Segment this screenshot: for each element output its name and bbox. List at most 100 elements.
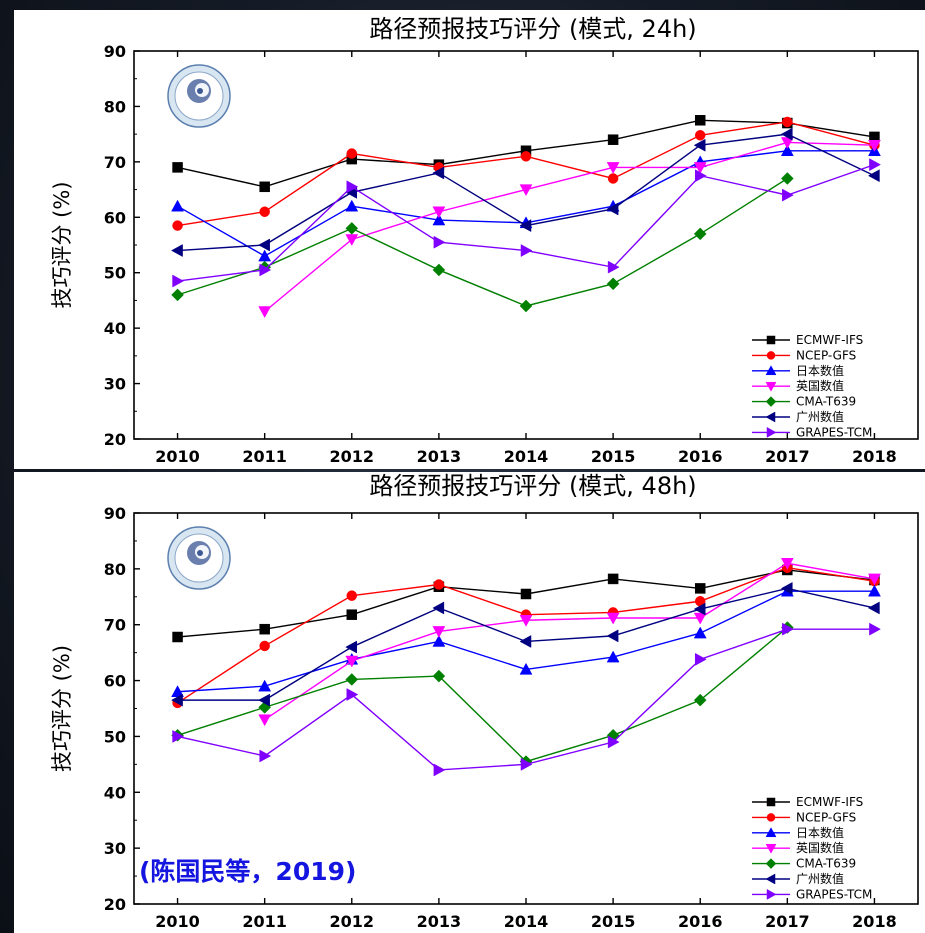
data-point xyxy=(867,169,880,183)
legend-marker xyxy=(766,351,776,360)
data-point xyxy=(432,166,445,180)
data-point xyxy=(258,238,270,252)
data-point xyxy=(869,158,881,172)
x-tick-label: 2010 xyxy=(155,912,200,931)
data-point xyxy=(171,693,183,707)
x-tick-label: 2017 xyxy=(765,912,810,931)
data-point xyxy=(782,116,793,128)
y-tick-label: 70 xyxy=(104,616,126,635)
legend-entry: NCEP-GFS xyxy=(796,810,856,824)
series-英国数值 xyxy=(258,558,881,727)
data-point xyxy=(693,138,706,152)
legend-entry: 英国数值 xyxy=(796,378,844,393)
legend-marker xyxy=(765,411,776,423)
x-tick-label: 2018 xyxy=(852,912,897,931)
sti-logo xyxy=(167,526,231,590)
data-point xyxy=(519,635,532,648)
legend-entry: ECMWF-IFS xyxy=(796,795,863,809)
data-point xyxy=(607,573,619,585)
data-point xyxy=(171,199,184,212)
data-point xyxy=(607,735,620,749)
data-point xyxy=(258,693,270,707)
data-point xyxy=(171,244,183,257)
data-point xyxy=(346,180,359,194)
data-point xyxy=(433,235,446,249)
series-line xyxy=(264,562,875,721)
sti-logo xyxy=(167,64,231,128)
legend-marker xyxy=(766,335,776,345)
data-point xyxy=(345,673,359,686)
data-point xyxy=(432,213,446,226)
data-point xyxy=(519,614,533,627)
y-tick-label: 20 xyxy=(104,895,126,914)
legend-marker xyxy=(765,396,777,407)
data-point xyxy=(258,306,272,319)
legend-entry: CMA-T639 xyxy=(796,395,856,409)
series-line xyxy=(177,121,875,227)
legend-marker xyxy=(765,858,777,869)
y-tick-label: 80 xyxy=(104,560,126,579)
x-tick-label: 2017 xyxy=(765,447,810,466)
series-line xyxy=(177,628,875,771)
data-point xyxy=(346,688,359,701)
legend-marker xyxy=(766,426,777,438)
data-point xyxy=(693,227,707,241)
data-point xyxy=(869,622,881,636)
data-point xyxy=(258,249,272,262)
series-GRAPES-TCM xyxy=(172,622,881,777)
x-tick-label: 2014 xyxy=(504,912,549,931)
data-point xyxy=(432,626,446,638)
y-axis-title: 技巧评分 (%) xyxy=(50,645,74,772)
series-GRAPES-TCM xyxy=(172,158,881,288)
data-point xyxy=(780,581,793,595)
data-point xyxy=(258,679,272,692)
y-tick-label: 40 xyxy=(104,319,126,338)
data-point xyxy=(520,757,533,771)
logo-swirl-eye xyxy=(197,550,203,556)
data-point xyxy=(259,181,270,193)
chart-panel-24h: 路径预报技巧评分 (模式, 24h) 20 30 40 50 60 70 80 90 2010 20… xyxy=(14,10,925,469)
data-point xyxy=(172,220,183,231)
data-point xyxy=(432,634,446,647)
data-point xyxy=(433,579,445,590)
data-point xyxy=(519,299,533,313)
legend-entry: GRAPES-TCM xyxy=(796,887,872,901)
legend-marker xyxy=(766,797,776,807)
y-tick-label: 50 xyxy=(104,264,126,283)
data-point xyxy=(867,601,880,615)
data-point xyxy=(606,162,620,174)
chart-48h: 路径预报技巧评分 (模式, 48h) 20 30 40 50 60 70 80 90 2010 20… xyxy=(50,472,919,931)
legend-entry: ECMWF-IFS xyxy=(796,333,863,347)
data-point xyxy=(259,206,270,217)
x-tick-label: 2011 xyxy=(242,447,287,466)
data-point xyxy=(868,573,881,586)
data-point xyxy=(519,662,533,675)
legend-entry: 日本数值 xyxy=(796,363,844,378)
data-point xyxy=(606,202,619,216)
data-point xyxy=(519,219,532,233)
legend-marker xyxy=(766,888,777,900)
data-point xyxy=(606,629,619,643)
data-point xyxy=(694,652,707,666)
data-point xyxy=(345,222,359,235)
data-point xyxy=(607,134,619,145)
series-line xyxy=(177,150,875,257)
x-tick-label: 2018 xyxy=(852,447,897,466)
data-point xyxy=(346,590,358,601)
legend-marker xyxy=(765,827,777,838)
data-point xyxy=(345,199,359,212)
data-point xyxy=(259,749,272,763)
data-point xyxy=(520,151,532,162)
data-point xyxy=(693,626,707,639)
data-point xyxy=(433,763,446,777)
y-tick-label: 50 xyxy=(104,727,126,746)
data-point xyxy=(693,612,707,625)
legend-entry: 日本数值 xyxy=(796,825,844,840)
data-point xyxy=(172,162,183,173)
data-point xyxy=(172,631,183,643)
legend-entry: NCEP-GFS xyxy=(796,348,856,362)
data-point xyxy=(606,612,620,625)
data-point xyxy=(693,602,706,616)
